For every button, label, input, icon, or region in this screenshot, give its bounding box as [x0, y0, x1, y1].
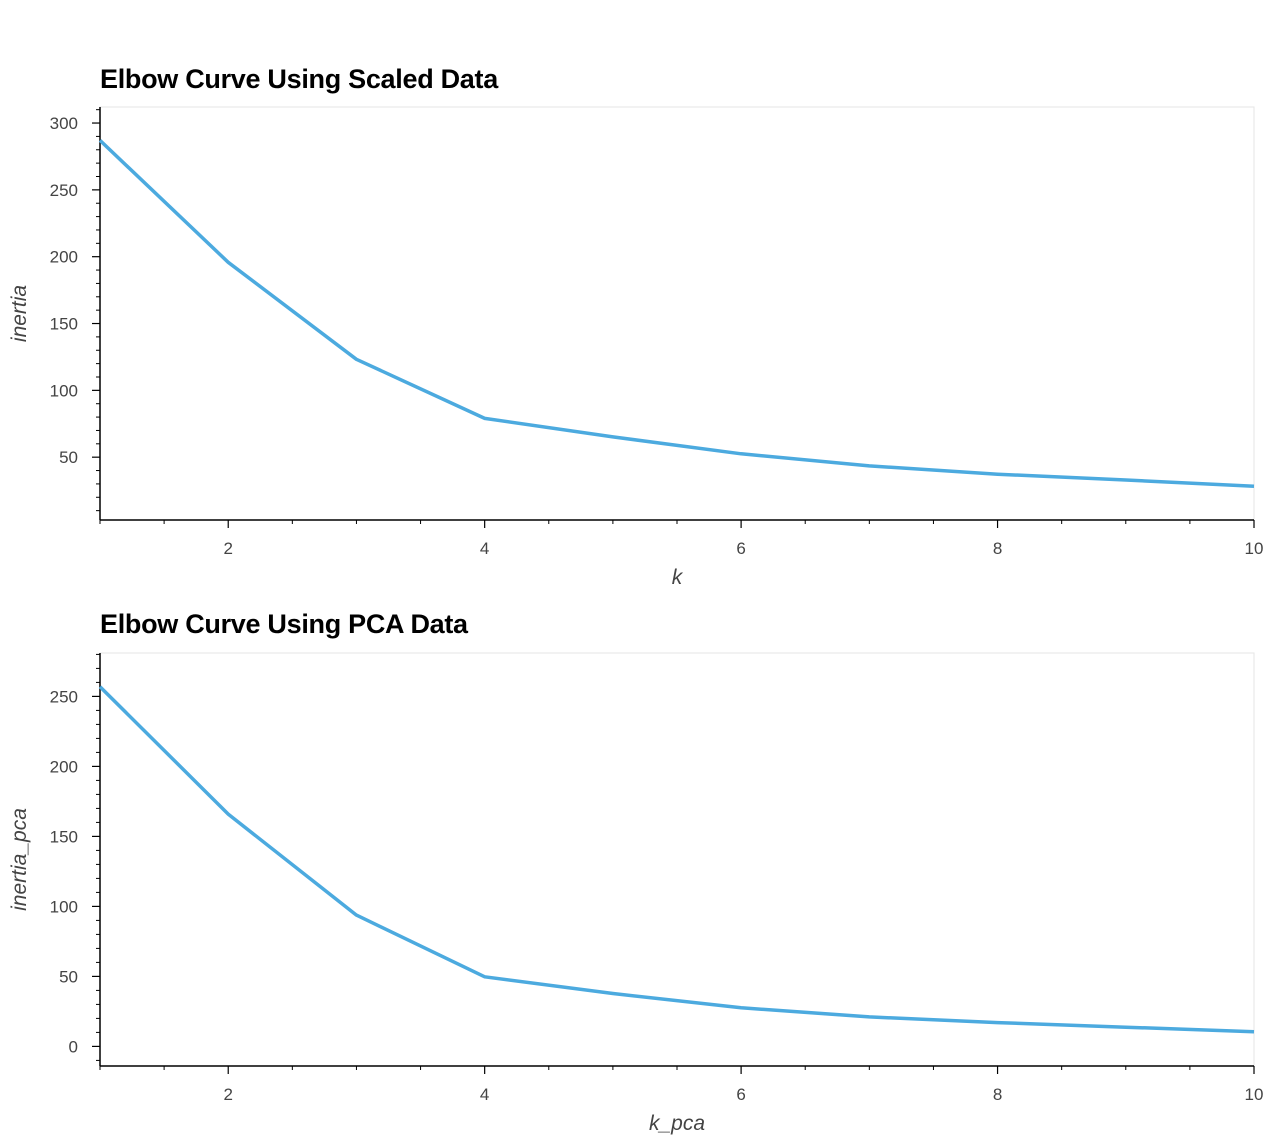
y-tick-label: 150: [50, 827, 78, 846]
series-line: [98, 685, 1255, 1034]
x-tick-label: 8: [993, 1085, 1002, 1104]
x-tick-label: 6: [736, 539, 745, 558]
plot-frame: [99, 652, 1255, 1067]
plot-frame: [99, 106, 1255, 521]
y-tick-label: 50: [59, 967, 78, 986]
y-tick-label: 300: [50, 114, 78, 133]
y-tick-label: 50: [59, 448, 78, 467]
chart-title: Elbow Curve Using Scaled Data: [100, 64, 498, 94]
y-tick-label: 150: [50, 315, 78, 334]
y-tick-label: 200: [50, 757, 78, 776]
y-tick-label: 100: [50, 381, 78, 400]
y-tick-label: 250: [50, 181, 78, 200]
chart-panel-pca: Elbow Curve Using PCA Data 2 4 6 8 10 0 50 100 1…: [0, 595, 1272, 1145]
chart-svg: 2 4 6 8 10 50 100 150 200 250 300 k inertia: [8, 106, 1264, 589]
y-axis-label: inertia: [8, 285, 31, 342]
y-tick-label: 200: [50, 248, 78, 267]
x-tick-label: 8: [993, 539, 1002, 558]
x-tick-label: 4: [480, 539, 489, 558]
x-tick-label: 10: [1245, 1085, 1264, 1104]
chart-panel-scaled: Elbow Curve Using Scaled Data 2 4 6 8 10 50 10…: [8, 64, 1264, 589]
x-tick-label: 4: [480, 1085, 489, 1104]
x-tick-label: 2: [223, 1085, 232, 1104]
x-axis-label: k: [672, 566, 684, 589]
x-tick-label: 10: [1245, 539, 1264, 558]
x-tick-label: 6: [736, 1085, 745, 1104]
y-axis-label: inertia_pca: [8, 808, 31, 911]
series-line: [98, 139, 1255, 489]
y-tick-label: 0: [69, 1037, 78, 1056]
y-tick-label: 250: [50, 687, 78, 706]
y-tick-label: 100: [50, 897, 78, 916]
chart-title: Elbow Curve Using PCA Data: [100, 609, 468, 639]
x-tick-label: 2: [223, 539, 232, 558]
x-axis-label: k_pca: [649, 1112, 705, 1135]
